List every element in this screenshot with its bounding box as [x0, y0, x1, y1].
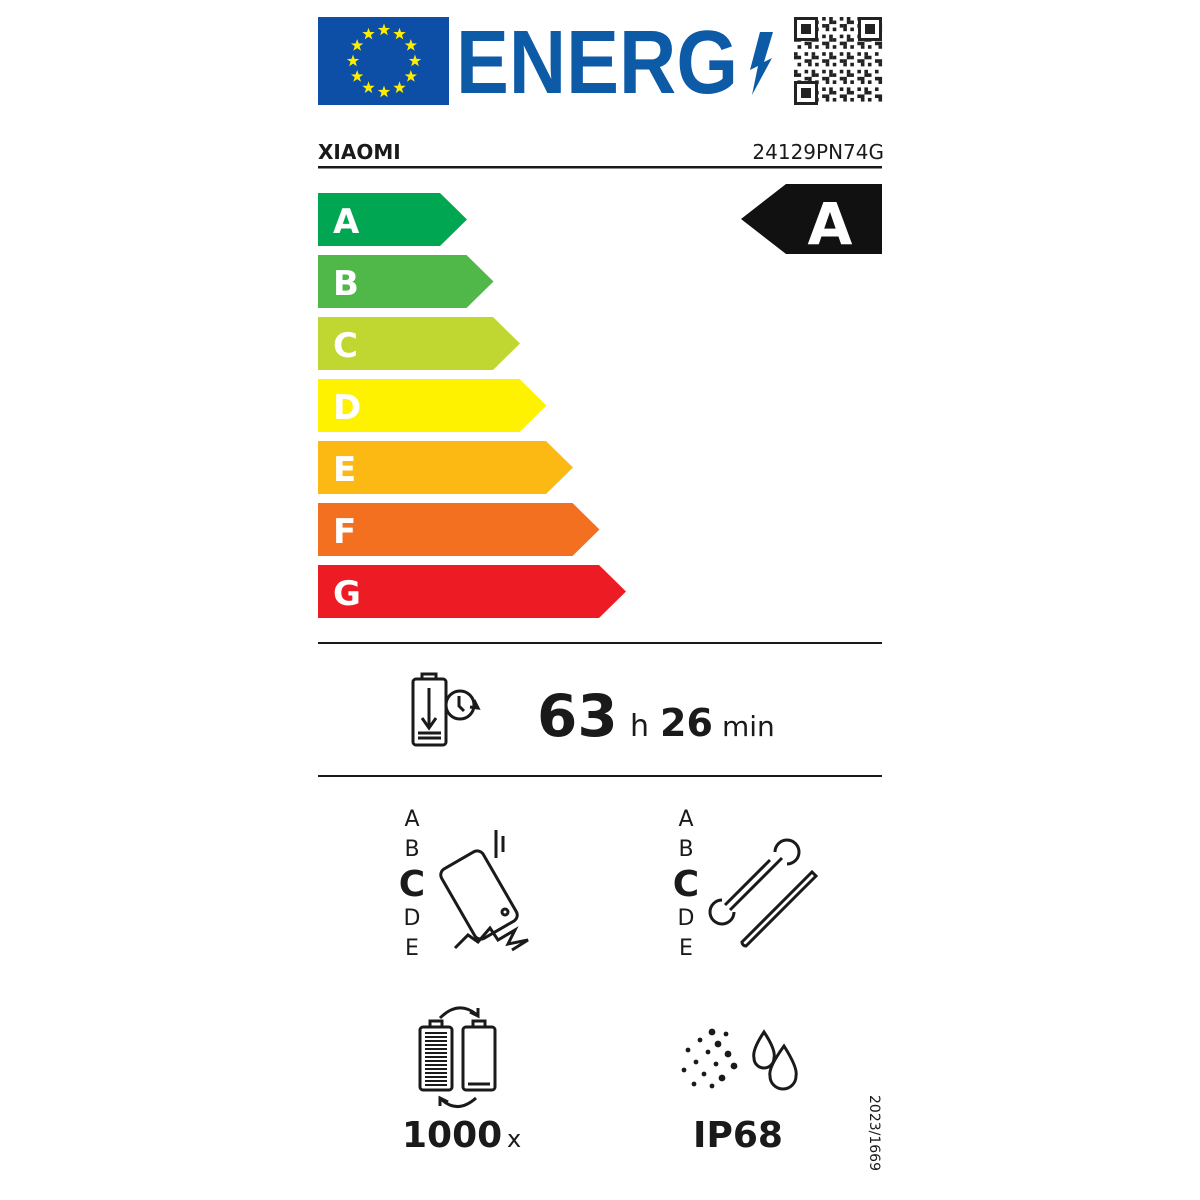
energy-class-f: F	[318, 503, 600, 556]
class-letter: A	[678, 807, 693, 832]
class-letter: D	[404, 906, 421, 931]
star-icon	[393, 27, 406, 40]
star-icon	[351, 70, 364, 82]
energy-logo: ENERG	[456, 13, 773, 113]
battery-cycle-icon	[418, 1006, 497, 1108]
endurance-hours-unit: h	[630, 709, 649, 744]
ip-rating: IP68	[693, 1115, 783, 1156]
class-letter: D	[678, 906, 695, 931]
energy-class-letter: C	[333, 326, 358, 366]
svg-text:ENERG: ENERG	[456, 13, 738, 113]
energy-class-d: D	[318, 379, 547, 432]
battery-cycles-value: 1000	[402, 1115, 502, 1156]
star-icon	[362, 27, 375, 40]
selected-class-letter: C	[399, 864, 425, 905]
energy-class-g: G	[318, 565, 626, 618]
star-icon	[362, 81, 375, 94]
energy-class-c: C	[318, 317, 520, 370]
qr-code-icon[interactable]	[794, 17, 883, 105]
supplier-name: XIAOMI	[318, 140, 401, 164]
star-icon	[408, 54, 422, 67]
endurance-minutes: 26	[660, 701, 713, 745]
class-letter: B	[678, 837, 693, 862]
eu-flag-icon	[318, 17, 449, 105]
energy-class-letter: F	[333, 512, 356, 552]
endurance-minutes-unit: min	[722, 710, 775, 743]
class-letter: A	[404, 807, 419, 832]
star-icon	[377, 23, 391, 36]
rated-class-letter: A	[808, 190, 853, 258]
divider	[318, 166, 882, 169]
energy-class-letter: A	[333, 202, 360, 242]
class-letter: B	[404, 837, 419, 862]
energy-class-letter: G	[333, 574, 361, 614]
divider	[318, 642, 882, 644]
battery-endurance-icon	[411, 672, 481, 747]
star-icon	[393, 81, 406, 94]
energy-class-letter: B	[333, 264, 359, 304]
dust-water-icon	[681, 1028, 798, 1091]
energy-class-a: A	[318, 193, 467, 246]
energy-class-letter: E	[333, 450, 356, 490]
star-icon	[377, 85, 391, 98]
divider	[318, 775, 882, 777]
star-icon	[404, 70, 417, 82]
energy-class-e: E	[318, 441, 573, 494]
lightning-bolt-icon	[750, 32, 773, 95]
star-icon	[351, 39, 364, 51]
endurance-hours: 63	[537, 682, 618, 750]
class-letter: E	[679, 936, 693, 961]
class-letter: E	[405, 936, 419, 961]
energy-class-letter: D	[333, 388, 361, 428]
star-icon	[346, 54, 360, 67]
rated-class-indicator: A	[741, 184, 882, 258]
phone-drop-icon	[439, 830, 529, 952]
wrench-screwdriver-icon	[708, 838, 819, 948]
energy-class-b: B	[318, 255, 494, 308]
selected-class-letter: C	[673, 864, 699, 905]
battery-cycles-unit: x	[507, 1125, 521, 1153]
model-identifier: 24129PN74G	[752, 140, 884, 164]
star-icon	[404, 39, 417, 51]
regulation-number: 2023/1669	[866, 1095, 882, 1171]
